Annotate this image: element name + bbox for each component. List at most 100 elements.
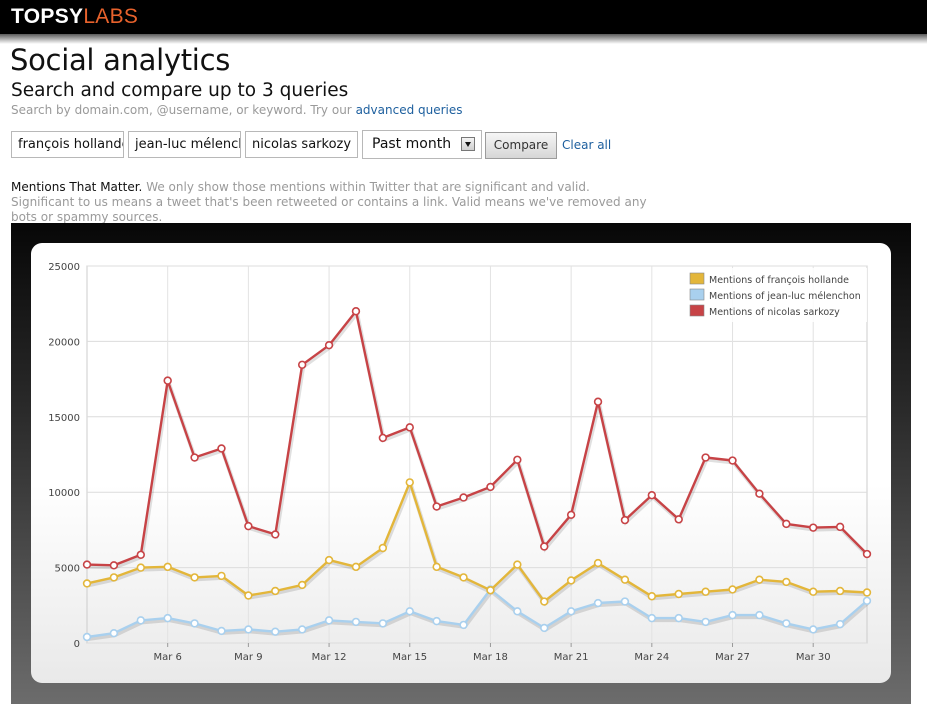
legend-swatch: [689, 288, 705, 301]
series-point: [566, 510, 576, 520]
query-input-3[interactable]: nicolas sarkozy: [245, 131, 358, 158]
mentions-note-text: We only show those mentions within Twitt…: [11, 180, 647, 224]
legend-entry: Mentions of nicolas sarkozy: [709, 307, 840, 318]
series-point: [297, 625, 307, 634]
series-point: [405, 423, 414, 432]
series-line-shadow: [87, 478, 869, 607]
compare-button[interactable]: Compare: [485, 132, 557, 159]
series-point: [620, 597, 630, 606]
series-point: [593, 598, 603, 608]
series-point: [324, 555, 334, 565]
series-point: [486, 482, 495, 492]
series-point: [217, 571, 226, 581]
series-point: [647, 613, 657, 623]
series-point: [540, 623, 549, 633]
series-point: [755, 575, 764, 584]
query-input-1[interactable]: françois hollande: [11, 131, 124, 158]
series-point: [136, 550, 145, 559]
series-point: [513, 607, 522, 616]
series-point: [297, 580, 307, 590]
x-tick-label: Mar 6: [153, 652, 181, 663]
series-point: [809, 625, 818, 634]
series-point: [432, 562, 441, 572]
series-point: [378, 433, 388, 443]
series-point: [701, 617, 710, 627]
series-point: [217, 626, 226, 636]
series-point: [378, 543, 388, 553]
series-point: [862, 549, 872, 559]
series-point: [835, 619, 845, 629]
series-point: [513, 560, 522, 569]
logo-topsy: TOPSY: [11, 5, 84, 28]
series-point: [674, 589, 683, 599]
logo-labs: LABS: [83, 5, 139, 28]
series-point: [459, 573, 468, 582]
header-shadow-bar: [0, 34, 927, 44]
page-title: Social analytics: [10, 43, 231, 77]
legend-entry: Mentions of jean-luc mélenchon: [709, 291, 861, 302]
series-point: [405, 478, 414, 487]
series-point: [486, 586, 495, 595]
series-point: [136, 563, 145, 572]
legend-swatch: [689, 304, 705, 317]
series-point: [701, 587, 710, 596]
x-tick-label: Mar 27: [715, 652, 750, 663]
series-point: [728, 585, 737, 594]
series-point: [163, 562, 172, 572]
topsy-labs-logo[interactable]: TOPSYLABS: [11, 6, 138, 28]
page-subtitle: Search and compare up to 3 queries: [11, 80, 349, 101]
x-tick-label: Mar 21: [554, 652, 589, 663]
series-point: [835, 586, 845, 596]
series-point: [351, 562, 361, 572]
x-tick-label: Mar 9: [234, 652, 262, 663]
period-select[interactable]: Past month: [362, 130, 482, 159]
series-point: [271, 530, 280, 539]
series-line: [86, 481, 868, 603]
series-point: [271, 586, 280, 596]
series-point: [351, 307, 361, 316]
series-point: [701, 453, 710, 462]
series-point: [109, 561, 119, 570]
series-point: [647, 592, 657, 601]
series-point: [674, 613, 683, 623]
series-point: [593, 397, 603, 406]
series-line: [86, 588, 868, 639]
series-point: [782, 519, 791, 529]
legend-entry: Mentions of françois hollande: [709, 275, 849, 286]
x-tick-label: Mar 12: [312, 652, 347, 663]
series-point: [244, 591, 253, 600]
mentions-note-lead: Mentions That Matter.: [11, 180, 143, 194]
top-bar: TOPSYLABS: [0, 0, 927, 34]
series-point: [82, 632, 92, 642]
x-tick-label: Mar 15: [392, 652, 427, 663]
series-point: [782, 577, 791, 587]
dropdown-arrow-icon[interactable]: [461, 137, 475, 151]
legend-swatch: [689, 272, 705, 285]
clear-all-link[interactable]: Clear all: [562, 138, 612, 152]
mentions-note: Mentions That Matter. We only show those…: [11, 180, 651, 225]
series-point: [862, 588, 872, 597]
series-point: [540, 542, 549, 551]
series-point: [163, 613, 172, 623]
series-point: [755, 489, 764, 498]
series-point: [620, 575, 630, 584]
y-tick-label: 25000: [48, 262, 80, 273]
series-point: [136, 616, 145, 625]
series-point: [190, 619, 199, 628]
series-point: [163, 376, 172, 385]
series-point: [809, 523, 818, 532]
series-point: [566, 607, 576, 616]
query-input-2[interactable]: jean-luc mélenchon: [128, 131, 241, 158]
x-tick-label: Mar 18: [473, 652, 508, 663]
advanced-queries-link[interactable]: advanced queries: [355, 103, 463, 117]
series-point: [809, 587, 818, 596]
series-point: [82, 560, 92, 569]
y-tick-label: 20000: [48, 337, 80, 348]
series-point: [217, 444, 226, 453]
series-point: [297, 360, 307, 369]
series-point: [378, 619, 388, 628]
series-point: [324, 616, 334, 625]
search-hint-text: Search by domain.com, @username, or keyw…: [11, 103, 352, 117]
series-point: [244, 521, 253, 531]
